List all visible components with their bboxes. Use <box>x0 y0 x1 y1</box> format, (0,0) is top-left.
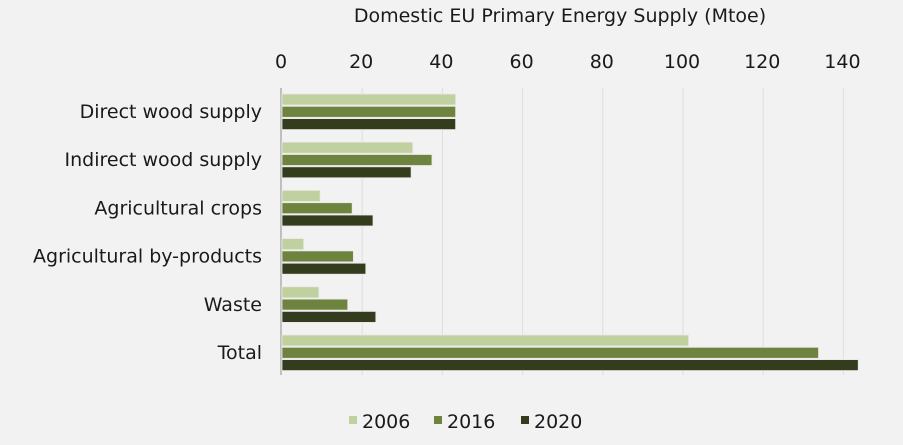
category-label: Indirect wood supply <box>65 149 262 171</box>
bar-2020 <box>281 166 412 179</box>
bar-2016 <box>281 202 353 215</box>
category-label: Agricultural by-products <box>33 246 262 268</box>
x-tick-label: 100 <box>664 51 700 73</box>
legend: 2006 2016 2020 <box>349 411 582 433</box>
bar-2006 <box>281 238 305 251</box>
bar-2006 <box>281 93 457 106</box>
category-label: Waste <box>204 294 262 316</box>
bar-2006 <box>281 334 690 347</box>
bar-2016 <box>281 250 354 263</box>
bar-2020 <box>281 214 374 227</box>
legend-swatch-2016 <box>434 416 442 424</box>
legend-label: 2020 <box>534 411 582 433</box>
bar-2020 <box>281 118 457 130</box>
category-label: Direct wood supply <box>80 101 262 123</box>
category-label: Total <box>217 342 262 364</box>
x-tick-label: 80 <box>590 51 614 73</box>
legend-label: 2016 <box>447 411 495 433</box>
x-tick-label: 20 <box>349 51 373 73</box>
chart-title: Domestic EU Primary Energy Supply (Mtoe) <box>354 5 766 27</box>
x-tick-label: 40 <box>429 51 453 73</box>
bars <box>281 93 859 372</box>
bar-2020 <box>281 310 377 323</box>
category-labels: Direct wood supply Indirect wood supply Ag… <box>33 101 262 364</box>
bar-2006 <box>281 189 321 202</box>
bar-2006 <box>281 286 320 299</box>
legend-swatch-2006 <box>349 416 357 424</box>
x-tick-label: 120 <box>744 51 780 73</box>
x-tick-label: 0 <box>275 51 287 73</box>
x-tick-label: 140 <box>824 51 860 73</box>
x-tick-label: 60 <box>510 51 534 73</box>
bar-2016 <box>281 298 349 311</box>
bar-2020 <box>281 262 367 275</box>
bar-2016 <box>281 346 819 359</box>
category-label: Agricultural crops <box>94 197 262 219</box>
legend-label: 2006 <box>362 411 410 433</box>
x-axis-ticks: 0 20 40 60 80 100 120 140 <box>275 51 861 73</box>
legend-swatch-2020 <box>521 416 529 424</box>
bar-2016 <box>281 154 433 166</box>
gridlines <box>361 88 844 375</box>
bar-2016 <box>281 105 457 118</box>
bar-2006 <box>281 141 414 154</box>
bar-2020 <box>281 359 859 372</box>
